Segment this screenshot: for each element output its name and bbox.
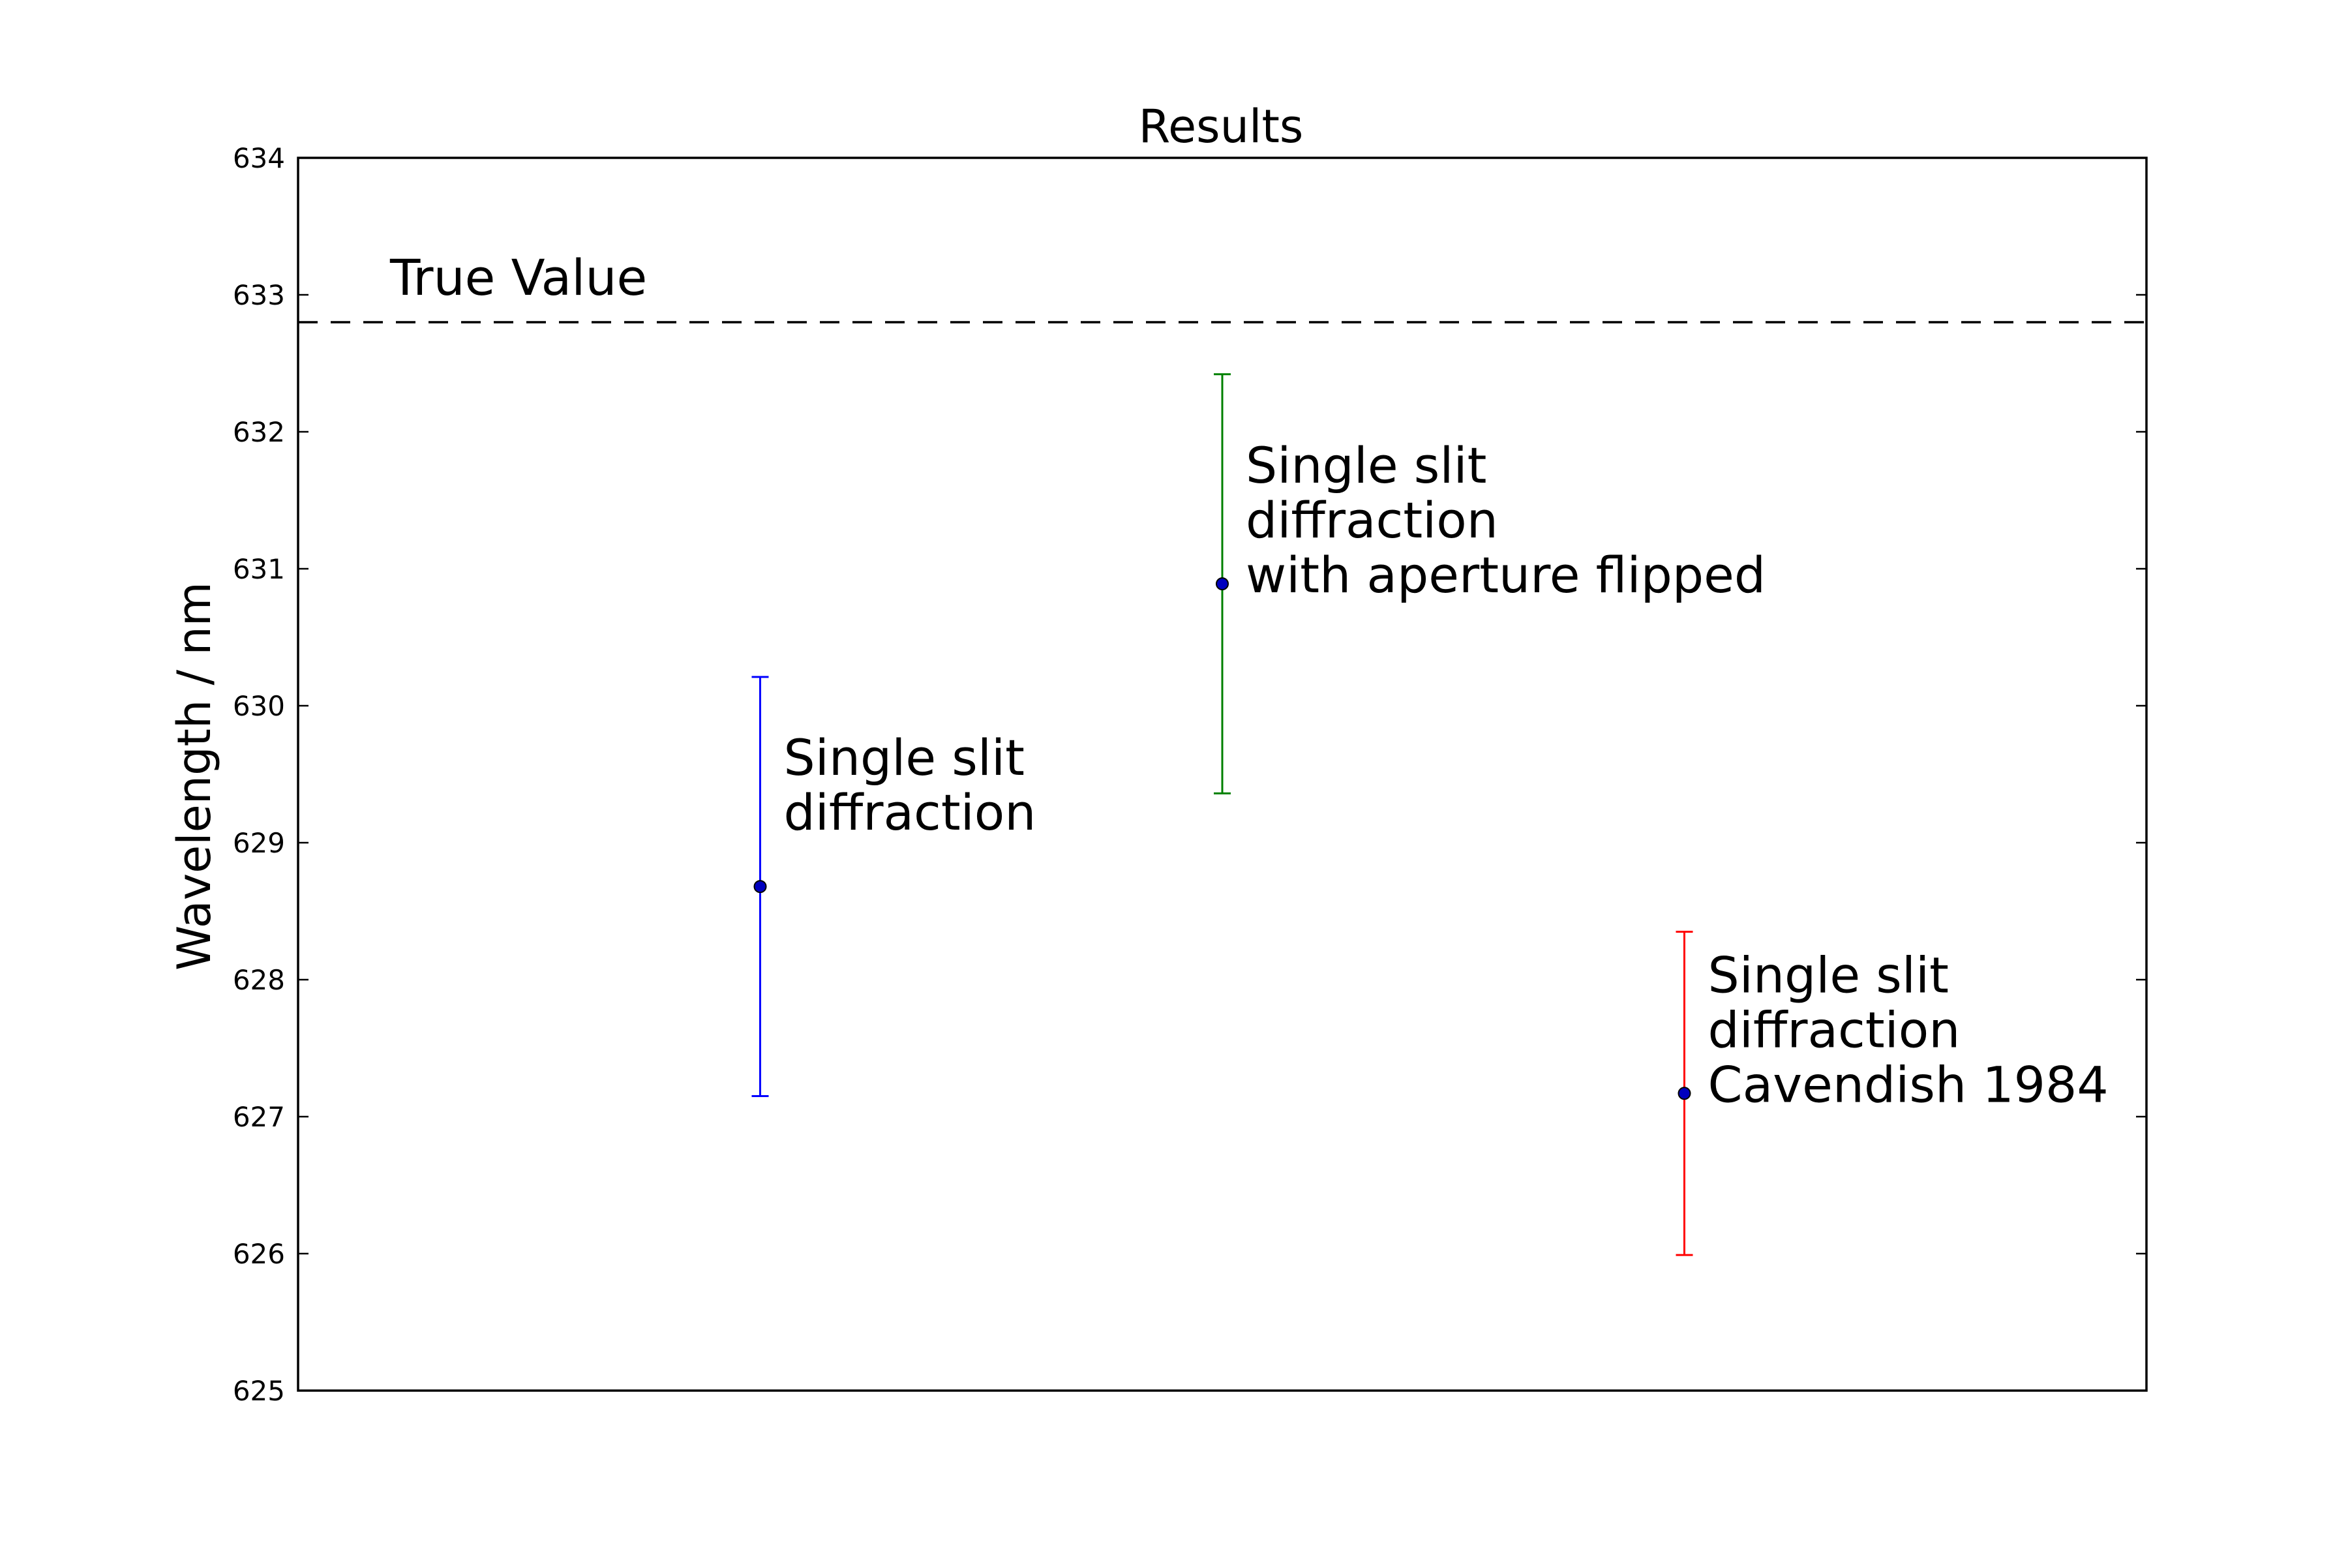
y-ticks-group: 625 626 627 628 629 630 631 632 633 634 bbox=[233, 142, 2146, 1407]
data-point bbox=[1216, 577, 1229, 591]
series-label-line: Single slit bbox=[1708, 946, 1949, 1004]
series-label-line: diffraction bbox=[784, 783, 1036, 841]
y-tick-label: 632 bbox=[233, 416, 285, 448]
y-tick-label: 631 bbox=[233, 553, 285, 585]
y-tick-label: 629 bbox=[233, 827, 285, 859]
y-tick-label: 633 bbox=[233, 279, 285, 311]
series-label-line: Cavendish 1984 bbox=[1708, 1055, 2109, 1113]
y-tick-label: 628 bbox=[233, 964, 285, 996]
y-axis-label: Wavelength / nm bbox=[168, 582, 221, 971]
data-point bbox=[1678, 1087, 1691, 1100]
y-tick-label: 627 bbox=[233, 1101, 285, 1133]
series-label-line: diffraction bbox=[1246, 491, 1498, 549]
y-tick-label: 634 bbox=[233, 142, 285, 174]
y-tick-label: 625 bbox=[233, 1375, 285, 1407]
reference-line-group: True Value bbox=[298, 249, 2146, 324]
y-tick-label: 626 bbox=[233, 1238, 285, 1270]
data-point bbox=[753, 880, 767, 894]
series-label-line: Single slit bbox=[784, 729, 1025, 787]
true-value-label: True Value bbox=[389, 249, 647, 307]
series-label-line: with aperture flipped bbox=[1246, 546, 1766, 604]
series-label-line: diffraction bbox=[1708, 1001, 1961, 1059]
series-label-line: Single slit bbox=[1246, 436, 1486, 494]
y-tick-label: 630 bbox=[233, 690, 285, 722]
plot-frame bbox=[297, 157, 2148, 1392]
chart-title: Results bbox=[1139, 100, 1304, 153]
